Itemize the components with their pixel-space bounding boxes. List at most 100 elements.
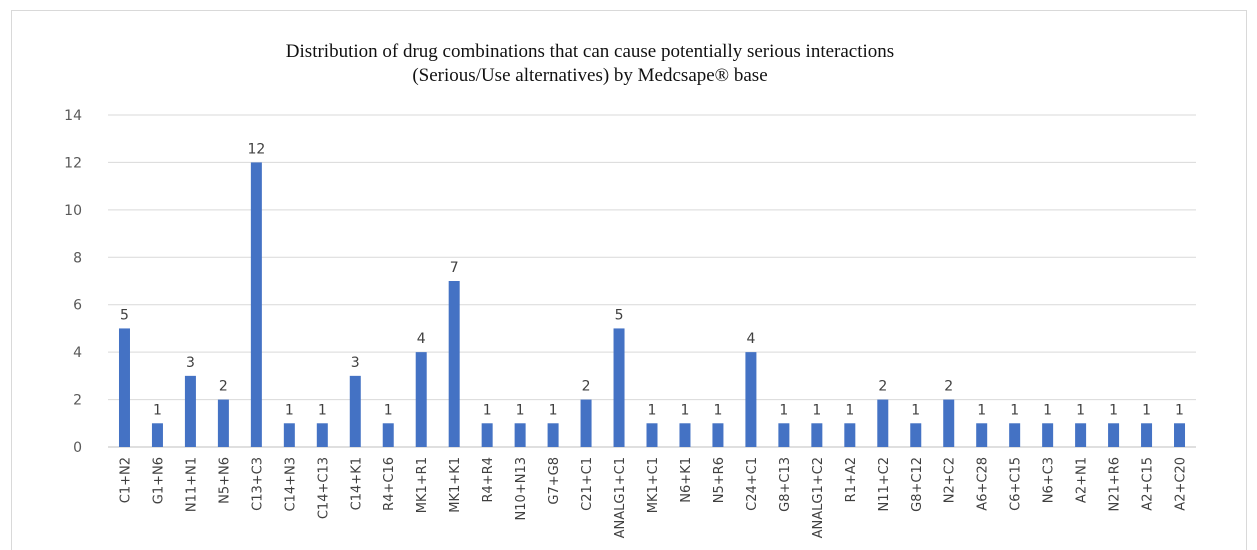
data-label: 1	[779, 402, 788, 418]
x-tick-label: MK1+C1	[646, 457, 661, 513]
x-tick-label: C13+C3	[250, 457, 265, 511]
data-label: 1	[549, 402, 558, 418]
x-tick-label: R1+A2	[844, 457, 859, 502]
chart-title: Distribution of drug combinations that c…	[285, 41, 895, 62]
bar	[547, 423, 559, 447]
bar	[151, 423, 163, 447]
bar	[316, 423, 328, 447]
data-label: 4	[746, 331, 755, 347]
bar	[448, 281, 460, 447]
x-tick-label: ANALG1+C2	[811, 457, 826, 538]
y-tick-label: 8	[73, 250, 82, 266]
bar	[844, 423, 856, 447]
x-tick-label: G1+N6	[151, 457, 166, 504]
data-label: 5	[615, 307, 624, 323]
data-label: 3	[186, 355, 195, 371]
x-tick-label: N2+C2	[943, 457, 958, 503]
bar	[283, 423, 295, 447]
data-label: 1	[384, 402, 393, 418]
bar	[514, 423, 526, 447]
bar	[976, 423, 988, 447]
x-tick-label: MK1+K1	[448, 457, 463, 513]
bar	[1075, 423, 1087, 447]
data-label: 1	[318, 402, 327, 418]
bar	[118, 328, 130, 447]
x-tick-label: R4+R4	[481, 457, 496, 503]
data-label: 1	[845, 402, 854, 418]
y-tick-label: 4	[73, 345, 82, 361]
bar	[250, 162, 262, 447]
x-tick-label: A2+C20	[1174, 457, 1189, 511]
data-label: 2	[878, 379, 887, 395]
data-label: 1	[911, 402, 920, 418]
x-tick-label: N11+N1	[184, 457, 199, 512]
x-tick-label: MK1+R1	[415, 457, 430, 513]
data-label: 1	[1109, 402, 1118, 418]
bar	[679, 423, 691, 447]
data-label: 7	[450, 260, 459, 276]
y-tick-label: 14	[64, 108, 82, 124]
y-tick-label: 0	[73, 440, 82, 456]
x-tick-label: C21+C1	[580, 457, 595, 511]
x-tick-label: C24+C1	[745, 457, 760, 511]
bar	[745, 352, 757, 447]
data-label: 1	[681, 402, 690, 418]
bar	[646, 423, 658, 447]
bar	[349, 375, 361, 447]
bar	[1141, 423, 1153, 447]
data-label: 1	[153, 402, 162, 418]
bar	[811, 423, 823, 447]
data-label: 4	[417, 331, 426, 347]
x-tick-label: N6+C3	[1042, 457, 1057, 503]
chart-subtitle: (Serious/Use alternatives) by Medcsape® …	[412, 65, 768, 86]
x-tick-label: N10+N13	[514, 457, 529, 520]
data-label: 3	[351, 355, 360, 371]
x-tick-label: R4+C16	[382, 457, 397, 511]
x-tick-label: A2+C15	[1141, 457, 1156, 511]
x-tick-label: N11+C2	[877, 457, 892, 512]
data-label: 1	[1142, 402, 1151, 418]
data-label: 1	[1010, 402, 1019, 418]
x-tick-label: C1+N2	[118, 457, 133, 503]
data-label: 1	[977, 402, 986, 418]
bar	[1108, 423, 1120, 447]
x-tick-label: N5+R6	[712, 457, 727, 503]
data-label: 12	[247, 141, 265, 157]
bar	[1042, 423, 1054, 447]
x-tick-label: N6+K1	[679, 457, 694, 503]
bar	[877, 399, 889, 447]
data-label: 1	[1175, 402, 1184, 418]
chart-frame	[11, 10, 1247, 550]
bar	[184, 375, 196, 447]
data-label: 1	[285, 402, 294, 418]
x-tick-label: G7+G8	[547, 457, 562, 505]
bar	[580, 399, 592, 447]
x-tick-label: C14+K1	[349, 457, 364, 510]
bar	[382, 423, 394, 447]
bar	[1009, 423, 1021, 447]
x-tick-label: G8+C12	[910, 457, 925, 512]
x-tick-label: C14+N3	[283, 457, 298, 512]
x-tick-label: A2+N1	[1075, 457, 1090, 503]
y-tick-label: 12	[64, 155, 82, 171]
x-tick-label: G8+C13	[778, 457, 793, 512]
data-label: 1	[1043, 402, 1052, 418]
data-label: 1	[1076, 402, 1085, 418]
bar	[943, 399, 955, 447]
bar	[613, 328, 625, 447]
data-label: 1	[516, 402, 525, 418]
bar	[1174, 423, 1186, 447]
data-label: 2	[582, 379, 591, 395]
bar	[415, 352, 427, 447]
bar	[712, 423, 724, 447]
bar	[910, 423, 922, 447]
data-label: 1	[812, 402, 821, 418]
bar	[481, 423, 493, 447]
data-label: 1	[648, 402, 657, 418]
data-label: 1	[483, 402, 492, 418]
y-tick-label: 6	[73, 298, 82, 314]
y-tick-label: 10	[64, 203, 82, 219]
x-tick-label: A6+C28	[976, 457, 991, 511]
data-label: 1	[713, 402, 722, 418]
